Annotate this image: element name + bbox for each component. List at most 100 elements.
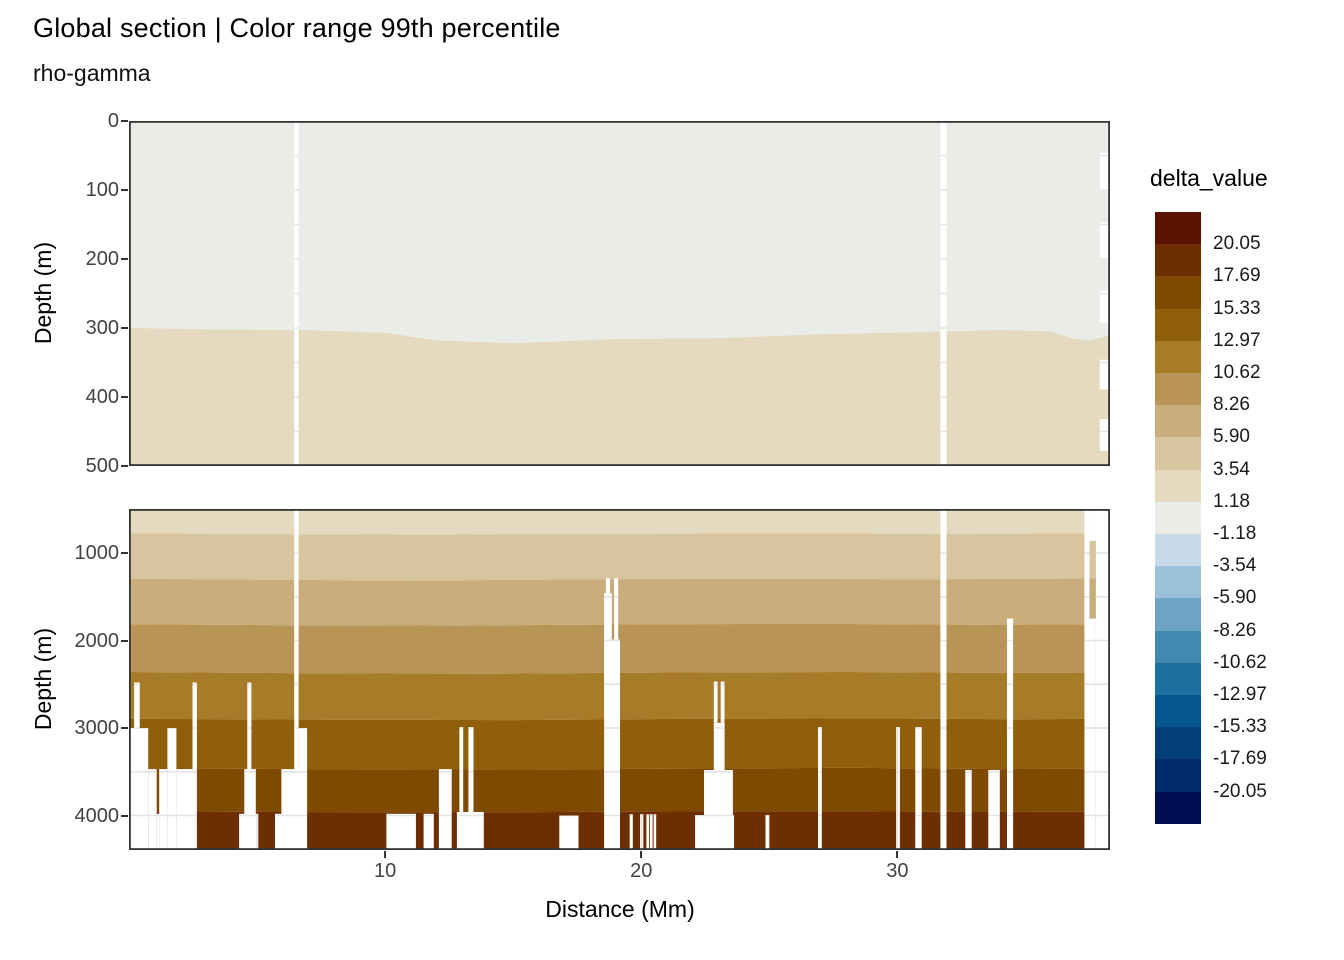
legend-label: 10.62 bbox=[1213, 362, 1261, 383]
gap-rect bbox=[604, 593, 612, 640]
legend-label: 1.18 bbox=[1213, 490, 1250, 512]
legend-swatch bbox=[1155, 340, 1201, 374]
legend-label: 20.05 bbox=[1213, 233, 1261, 255]
gap-rect bbox=[247, 682, 252, 770]
gap-rect bbox=[1099, 152, 1110, 190]
gap-rect bbox=[159, 769, 168, 850]
y-tick-mark bbox=[121, 552, 128, 554]
legend-label: -15.33 bbox=[1213, 716, 1267, 738]
gap-rect bbox=[614, 578, 619, 640]
y-tick-label: 0 bbox=[107, 110, 119, 132]
y-tick-mark bbox=[121, 814, 128, 817]
y-tick-label: 1000 bbox=[74, 542, 120, 564]
gap-rect bbox=[423, 813, 434, 850]
gap-rect bbox=[1084, 509, 1090, 850]
gap-rect bbox=[818, 727, 822, 850]
legend-swatch bbox=[1155, 695, 1201, 728]
gap-rect bbox=[156, 813, 160, 850]
field-band bbox=[129, 578, 1110, 626]
legend-label: -8.26 bbox=[1213, 619, 1257, 641]
legend-label: -5.90 bbox=[1213, 587, 1257, 609]
legend-label: -12.97 bbox=[1213, 684, 1267, 705]
gap-rect bbox=[192, 682, 197, 770]
gap-rect bbox=[244, 769, 256, 850]
missing-data-gaps bbox=[129, 509, 1110, 850]
legend-swatch bbox=[1155, 566, 1201, 599]
gap-rect bbox=[1007, 618, 1014, 850]
gap-rect bbox=[1089, 618, 1096, 850]
legend-label: 15.33 bbox=[1213, 297, 1261, 319]
gap-rect bbox=[468, 727, 474, 850]
legend-label: -20.05 bbox=[1213, 780, 1267, 802]
legend-swatch bbox=[1155, 373, 1201, 406]
legend-swatch bbox=[1155, 405, 1201, 438]
gap-rect bbox=[915, 727, 922, 850]
y-tick-mark bbox=[121, 727, 128, 730]
gap-rect bbox=[176, 769, 197, 850]
legend-swatch bbox=[1155, 727, 1201, 760]
legend-swatch bbox=[1155, 534, 1201, 567]
legend-swatch bbox=[1155, 437, 1201, 471]
gap-rect bbox=[134, 682, 140, 728]
legend-swatch bbox=[1155, 791, 1201, 825]
gap-rect bbox=[646, 814, 650, 850]
gap-rect bbox=[604, 639, 620, 850]
x-tick-mark bbox=[640, 851, 643, 858]
legend-label: 3.54 bbox=[1213, 458, 1250, 480]
y-tick-mark bbox=[121, 120, 128, 122]
gap-rect bbox=[167, 728, 177, 850]
y-tick-label: 300 bbox=[85, 317, 119, 339]
panel-border bbox=[129, 509, 1110, 850]
top-panel bbox=[129, 121, 1110, 466]
gap-rect bbox=[629, 814, 633, 850]
x-tick-label: 10 bbox=[374, 860, 397, 882]
y-tick-mark bbox=[121, 465, 128, 467]
y-axis-title-bottom: Depth (m) bbox=[30, 627, 56, 731]
x-tick-label: 30 bbox=[886, 860, 909, 882]
legend-swatch bbox=[1155, 759, 1201, 793]
legend-label: -17.69 bbox=[1213, 748, 1267, 770]
chart-subtitle: rho-gamma bbox=[33, 60, 151, 86]
gap-rect bbox=[1099, 359, 1110, 390]
legend-label: 5.90 bbox=[1213, 426, 1250, 448]
field-band bbox=[129, 328, 1110, 466]
y-tick-label: 100 bbox=[85, 179, 119, 201]
gap-rect bbox=[940, 509, 947, 850]
gap-rect bbox=[459, 727, 464, 850]
gap-rect bbox=[294, 509, 299, 850]
legend-label: 12.97 bbox=[1213, 329, 1261, 351]
x-tick-mark bbox=[896, 851, 899, 858]
y-tick-label: 3000 bbox=[74, 717, 120, 740]
legend-swatch bbox=[1155, 244, 1201, 277]
y-tick-mark bbox=[121, 189, 128, 191]
gap-rect bbox=[1099, 222, 1110, 259]
legend-title: delta_value bbox=[1150, 165, 1268, 191]
y-tick-label: 2000 bbox=[74, 629, 120, 652]
field-band bbox=[129, 533, 1110, 581]
y-tick-label: 4000 bbox=[74, 804, 120, 827]
gap-rect bbox=[1099, 419, 1110, 451]
field-band bbox=[129, 509, 1110, 535]
gap-rect bbox=[988, 770, 1000, 850]
x-axis-title: Distance (Mm) bbox=[545, 896, 695, 922]
x-tick-label: 20 bbox=[630, 860, 653, 882]
gap-rect bbox=[765, 815, 770, 850]
gap-rect bbox=[720, 681, 725, 723]
gap-rect bbox=[438, 769, 452, 850]
gap-rect bbox=[653, 814, 657, 850]
y-tick-label: 500 bbox=[85, 455, 119, 477]
legend-swatch bbox=[1155, 598, 1201, 632]
legend-swatch bbox=[1155, 630, 1201, 664]
gap-rect bbox=[298, 728, 308, 850]
gap-rect bbox=[1089, 509, 1096, 541]
legend-swatch bbox=[1155, 308, 1201, 342]
gap-rect bbox=[965, 770, 972, 850]
gap-rect bbox=[129, 728, 149, 850]
legend-label: 17.69 bbox=[1213, 265, 1261, 287]
y-tick-mark bbox=[121, 327, 128, 329]
gap-rect bbox=[695, 815, 734, 850]
bottom-panel bbox=[129, 509, 1110, 850]
legend-label: -3.54 bbox=[1213, 555, 1257, 577]
gap-rect bbox=[650, 814, 653, 850]
